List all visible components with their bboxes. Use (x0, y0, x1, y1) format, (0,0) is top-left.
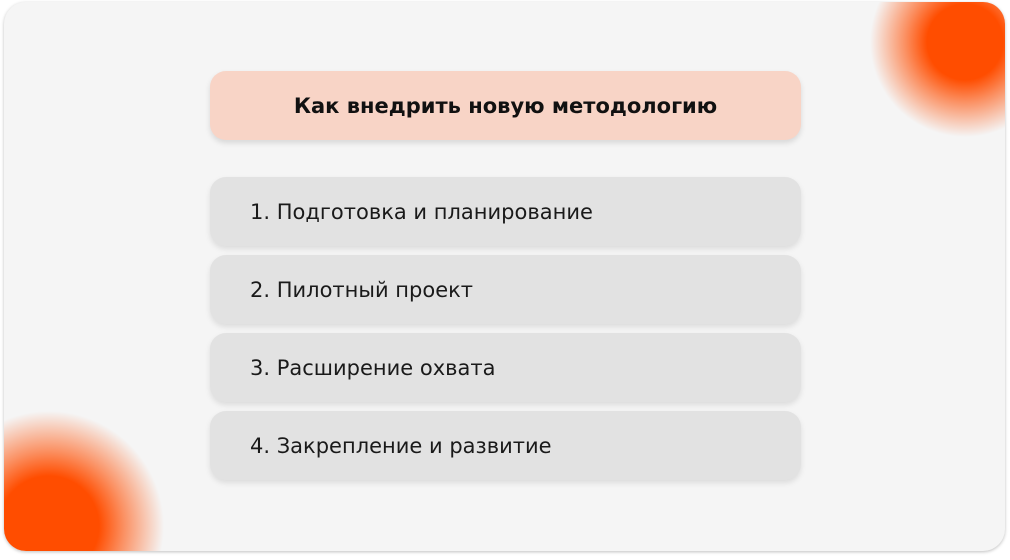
decorative-orange-blob (4, 401, 204, 551)
slide-title: Как внедрить новую методологию (210, 71, 801, 140)
step-item: 3. Расширение охвата (210, 333, 801, 402)
step-item: 2. Пилотный проект (210, 255, 801, 324)
slide: Как внедрить новую методологию 1. Подгот… (4, 2, 1005, 551)
step-item: 4. Закрепление и развитие (210, 411, 801, 480)
step-item: 1. Подготовка и планирование (210, 177, 801, 246)
decorative-orange-blob (865, 2, 1005, 142)
